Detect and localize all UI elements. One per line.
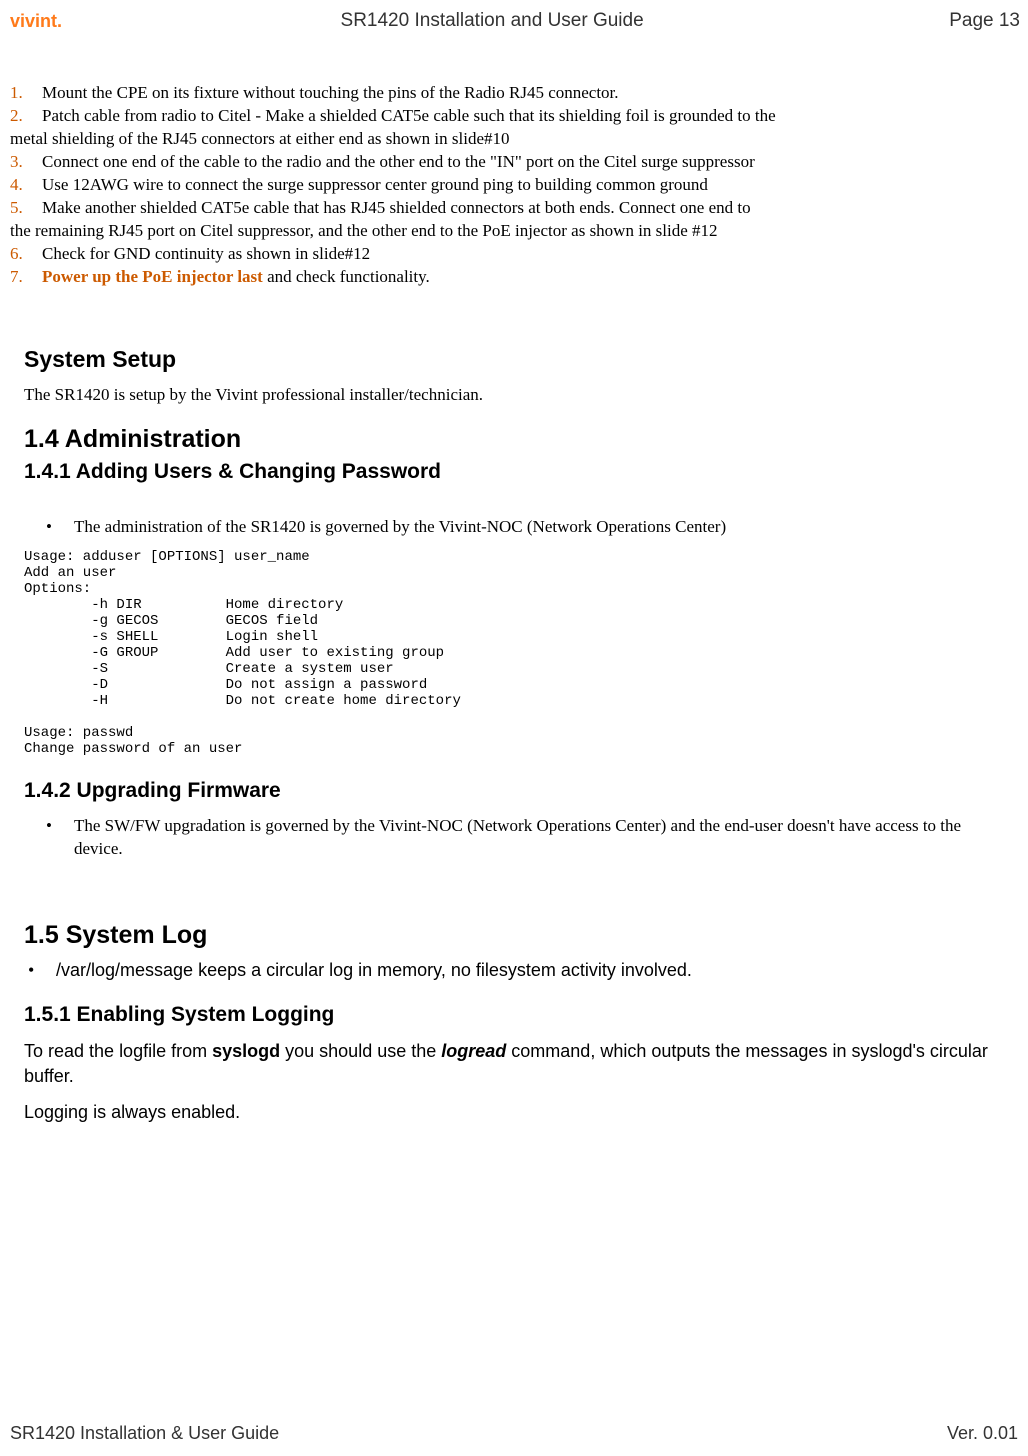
step-text: Use 12AWG wire to connect the surge supp… <box>42 174 1020 197</box>
step-text: Power up the PoE injector last and check… <box>42 266 1020 289</box>
logread-text-c: you should use the <box>280 1041 441 1061</box>
step-number: 1. <box>10 82 42 105</box>
logread-paragraph: To read the logfile from syslogd you sho… <box>24 1039 1010 1088</box>
install-step: 3.Connect one end of the cable to the ra… <box>10 151 1020 174</box>
footer-right: Ver. 0.01 <box>947 1423 1018 1444</box>
footer-left: SR1420 Installation & User Guide <box>10 1423 279 1444</box>
step-number: 7. <box>10 266 42 289</box>
page-footer: SR1420 Installation & User Guide Ver. 0.… <box>10 1423 1018 1444</box>
step-text: Mount the CPE on its fixture without tou… <box>42 82 1020 105</box>
install-step: 7.Power up the PoE injector last and che… <box>10 266 1020 289</box>
system-setup-heading: System Setup <box>24 346 1010 373</box>
install-step: 5.Make another shielded CAT5e cable that… <box>10 197 1020 220</box>
step-continuation: the remaining RJ45 port on Citel suppres… <box>10 220 1020 243</box>
step-text: Check for GND continuity as shown in sli… <box>42 243 1020 266</box>
step-number: 3. <box>10 151 42 174</box>
syslog-bullet-text: /var/log/message keeps a circular log in… <box>56 960 692 981</box>
page-header: vivint. SR1420 Installation and User Gui… <box>10 10 1020 32</box>
system-setup-text: The SR1420 is setup by the Vivint profes… <box>24 385 1010 405</box>
firmware-bullet: • The SW/FW upgradation is governed by t… <box>24 815 1010 861</box>
syslog-bullet: • /var/log/message keeps a circular log … <box>24 960 1010 981</box>
step-number: 4. <box>10 174 42 197</box>
bullet-dot-icon: • <box>28 960 56 981</box>
install-step: 4.Use 12AWG wire to connect the surge su… <box>10 174 1020 197</box>
section-1-5-1-heading: 1.5.1 Enabling System Logging <box>24 1003 1010 1027</box>
bullet-dot-icon: • <box>46 516 74 539</box>
step-number: 5. <box>10 197 42 220</box>
content: System Setup The SR1420 is setup by the … <box>10 346 1020 1124</box>
logging-enabled-text: Logging is always enabled. <box>24 1100 1010 1124</box>
adduser-usage: Usage: adduser [OPTIONS] user_name Add a… <box>24 549 1010 757</box>
firmware-bullet-text: The SW/FW upgradation is governed by the… <box>74 815 1010 861</box>
step-text: Connect one end of the cable to the radi… <box>42 151 1020 174</box>
syslogd-term: syslogd <box>212 1041 280 1061</box>
admin-bullet: • The administration of the SR1420 is go… <box>24 516 1010 539</box>
install-step: 2.Patch cable from radio to Citel - Make… <box>10 105 1020 128</box>
install-step: 6.Check for GND continuity as shown in s… <box>10 243 1020 266</box>
step-text: Patch cable from radio to Citel - Make a… <box>42 105 1020 128</box>
header-title: SR1420 Installation and User Guide <box>35 10 949 32</box>
bullet-dot-icon: • <box>46 815 74 861</box>
install-steps: 1.Mount the CPE on its fixture without t… <box>10 82 1020 288</box>
install-step: 1.Mount the CPE on its fixture without t… <box>10 82 1020 105</box>
section-1-5-heading: 1.5 System Log <box>24 921 1010 950</box>
logread-term: logread <box>441 1041 506 1061</box>
section-1-4-heading: 1.4 Administration <box>24 425 1010 454</box>
header-page-number: Page 13 <box>949 10 1020 32</box>
section-1-4-1-heading: 1.4.1 Adding Users & Changing Password <box>24 460 1010 484</box>
section-1-4-2-heading: 1.4.2 Upgrading Firmware <box>24 779 1010 803</box>
logread-text-a: To read the logfile from <box>24 1041 212 1061</box>
step-number: 6. <box>10 243 42 266</box>
step-text: Make another shielded CAT5e cable that h… <box>42 197 1020 220</box>
step-number: 2. <box>10 105 42 128</box>
admin-bullet-text: The administration of the SR1420 is gove… <box>74 516 726 539</box>
step-continuation: metal shielding of the RJ45 connectors a… <box>10 128 1020 151</box>
